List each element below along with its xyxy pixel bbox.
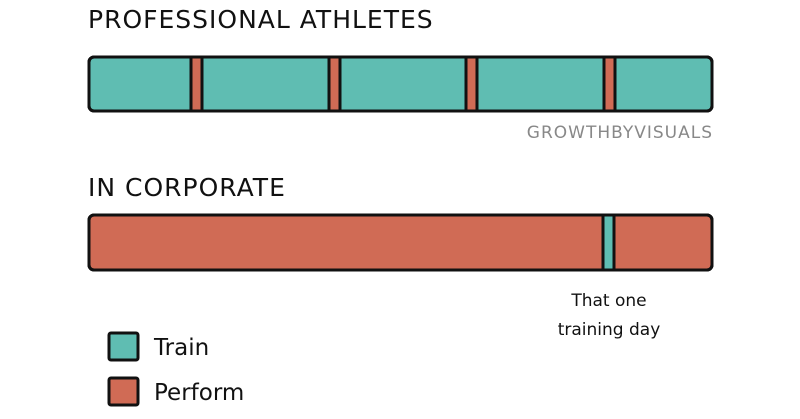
annotation: training day (558, 320, 661, 340)
perform-segment (189, 55, 204, 113)
legend-swatch (107, 331, 140, 362)
athletes-bar (87, 55, 714, 113)
bar-background (87, 55, 714, 113)
legend-label: Perform (154, 380, 244, 406)
perform-segment (602, 55, 617, 113)
legend-swatch (107, 376, 140, 407)
train-segment (601, 213, 616, 272)
bar-outline (87, 213, 714, 272)
legend-label: Train (153, 335, 209, 361)
section-title: PROFESSIONAL ATHLETES (88, 5, 434, 34)
credit: GROWTHBYVISUALS (527, 123, 713, 143)
annotation: That one (570, 291, 646, 311)
perform-segment (464, 55, 479, 113)
bar-background (87, 213, 714, 272)
section-title: IN CORPORATE (88, 173, 286, 202)
bar-outline (87, 55, 714, 113)
corporate-bar (87, 213, 714, 272)
perform-segment (327, 55, 342, 113)
